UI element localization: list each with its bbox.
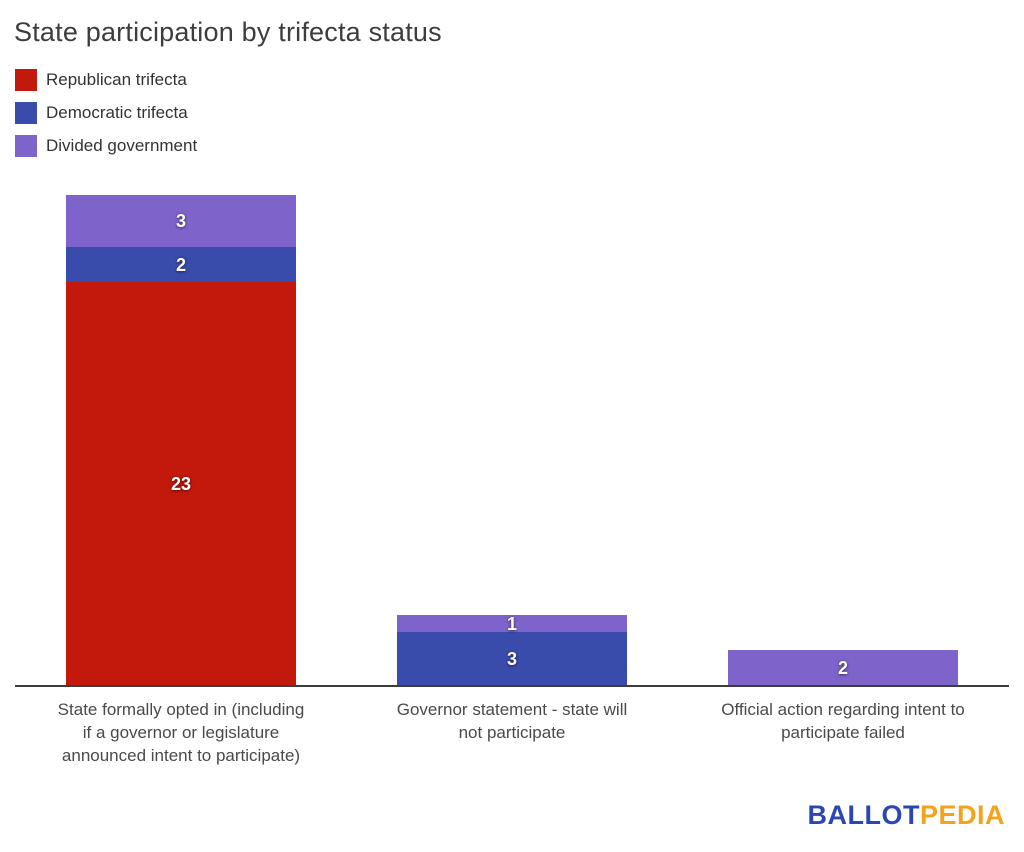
bar-segment-divided-government: 3 [66, 195, 296, 247]
legend-item-democratic: Democratic trifecta [15, 102, 197, 124]
legend-label: Democratic trifecta [46, 103, 188, 122]
legend: Republican trifecta Democratic trifecta … [15, 69, 197, 157]
logo-text-ballot: BALLOT [807, 800, 920, 830]
bar-segment-divided-government: 2 [728, 650, 958, 685]
bar-value-label: 23 [170, 473, 192, 494]
legend-swatch-divided [15, 135, 37, 157]
ballotpedia-logo: BALLOTPEDIA [807, 800, 1005, 831]
bar-value-label: 2 [175, 254, 186, 275]
chart-title: State participation by trifecta status [14, 17, 442, 47]
legend-item-republican: Republican trifecta [15, 69, 197, 91]
legend-label: Republican trifecta [46, 70, 187, 89]
x-axis-line [15, 685, 1009, 687]
x-axis-label: State formally opted in (including if a g… [57, 700, 305, 765]
legend-item-divided: Divided government [15, 135, 197, 157]
legend-swatch-democratic [15, 102, 37, 124]
bar-value-label: 1 [506, 613, 517, 634]
bar-value-label: 3 [175, 211, 186, 231]
bar-segment-divided-government: 1 [397, 613, 627, 634]
x-axis-label: Official action regarding intent to parti… [721, 700, 965, 742]
bar-value-label: 2 [837, 657, 848, 678]
legend-label: Divided government [46, 136, 198, 155]
bar-segment-republican-trifecta: 23 [66, 282, 296, 685]
x-axis-label: Governor statement - state will not parti… [396, 700, 628, 742]
legend-swatch-republican [15, 69, 37, 91]
logo-text-pedia: PEDIA [919, 800, 1005, 830]
bar-value-label: 3 [506, 648, 517, 669]
bar-segment-democratic-trifecta: 2 [66, 247, 296, 282]
bar-segment-democratic-trifecta: 3 [397, 632, 627, 685]
